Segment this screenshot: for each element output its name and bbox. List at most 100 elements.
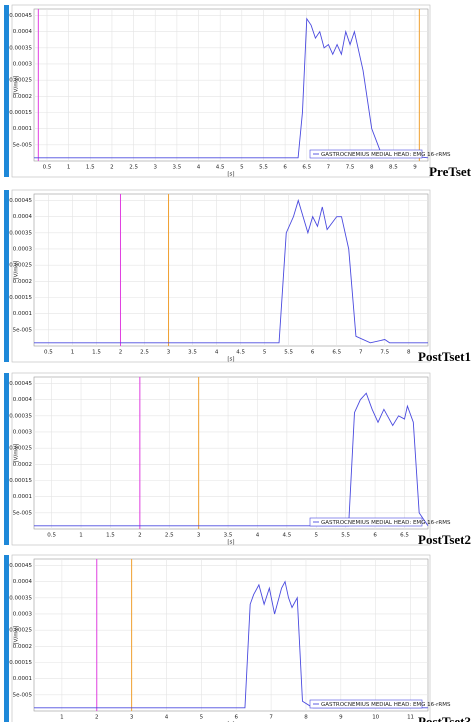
y-tick-label: 0.00025 xyxy=(9,78,32,84)
x-tick-label: 7.5 xyxy=(346,165,355,171)
y-tick-label: 0.0003 xyxy=(13,611,33,617)
y-tick-label: 0.0003 xyxy=(13,61,33,67)
plot-area xyxy=(33,376,429,530)
x-tick-label: 5.5 xyxy=(341,533,350,539)
chart-panel: 5e-005 0.0001 0.00015 0.0002 0.00025 0.0003 0.… xyxy=(4,372,471,547)
x-tick-label: 3 xyxy=(130,715,134,721)
y-tick-label: 0.0004 xyxy=(13,214,33,220)
x-tick-label: 3.5 xyxy=(188,350,197,356)
plot-frame xyxy=(11,189,431,363)
x-tick-label: 0.5 xyxy=(44,350,53,356)
y-tick-label: 0.00035 xyxy=(9,413,32,419)
x-tick-label: 4 xyxy=(197,165,201,171)
y-tick-label: 0.00015 xyxy=(9,295,32,301)
x-tick-label: 5.5 xyxy=(284,350,293,356)
legend-label: GASTROCNEMIUS MEDIAL HEAD: EMG 16-rRMS xyxy=(321,152,451,158)
side-bar xyxy=(4,373,9,545)
plot-area xyxy=(33,8,429,162)
y-tick-label: 0.00035 xyxy=(9,230,32,236)
y-tick-label: 0.00025 xyxy=(9,263,32,269)
y-tick-label: 0.00015 xyxy=(9,660,32,666)
x-tick-label: 6.5 xyxy=(302,165,311,171)
y-tick-label: 0.0002 xyxy=(13,644,32,650)
x-tick-label: 2.5 xyxy=(165,533,174,539)
panel-caption: PreTset xyxy=(429,164,472,179)
x-tick-label: 4.5 xyxy=(216,165,225,171)
x-axis-label: [s] xyxy=(227,172,234,178)
y-tick-label: 0.0001 xyxy=(13,494,32,500)
x-tick-label: 2 xyxy=(95,715,99,721)
y-tick-label: 0.0003 xyxy=(13,429,33,435)
legend-label: GASTROCNEMIUS MEDIAL HEAD: EMG 16-rRMS xyxy=(321,520,451,526)
y-tick-label: 0.0002 xyxy=(13,462,32,468)
plot-area xyxy=(33,558,429,712)
data-line xyxy=(34,17,429,159)
legend-label: GASTROCNEMIUS MEDIAL HEAD: EMG 16-rRMS xyxy=(321,702,451,708)
x-tick-label: 6 xyxy=(234,715,238,721)
x-tick-label: 2.5 xyxy=(140,350,149,356)
x-tick-label: 1 xyxy=(79,533,83,539)
x-tick-label: 7 xyxy=(359,350,363,356)
x-tick-label: 5 xyxy=(315,533,319,539)
chart-panel: 5e-005 0.0001 0.00015 0.0002 0.00025 0.0003 0.… xyxy=(4,189,471,364)
plot-area xyxy=(33,193,429,347)
side-bar xyxy=(4,190,9,362)
x-tick-label: 9 xyxy=(339,715,343,721)
legend-box xyxy=(309,517,423,527)
x-tick-label: 6 xyxy=(373,533,377,539)
x-tick-label: 3.5 xyxy=(173,165,182,171)
x-tick-label: 2.5 xyxy=(129,165,138,171)
x-tick-label: 10 xyxy=(372,715,379,721)
chart-panel: 5e-005 0.0001 0.00015 0.0002 0.00025 0.0003 0.… xyxy=(4,4,472,179)
plot-frame xyxy=(11,372,431,546)
x-axis-label: [s] xyxy=(227,540,234,546)
y-tick-label: 0.00045 xyxy=(9,13,32,19)
side-bar xyxy=(4,555,9,722)
x-tick-label: 1 xyxy=(60,715,64,721)
y-tick-label: 0.00035 xyxy=(9,595,32,601)
x-tick-label: 0.5 xyxy=(47,533,56,539)
y-tick-label: 0.0002 xyxy=(13,94,32,100)
x-tick-label: 4.5 xyxy=(236,350,245,356)
y-tick-label: 0.0002 xyxy=(13,279,32,285)
panel-caption: PostTset1 xyxy=(418,349,471,364)
x-tick-label: 4 xyxy=(165,715,169,721)
side-bar xyxy=(4,5,9,177)
y-tick-label: 0.00045 xyxy=(9,198,32,204)
y-tick-label: 0.00045 xyxy=(9,381,32,387)
y-tick-label: 0.0004 xyxy=(13,29,33,35)
y-axis-label: [V/mV] xyxy=(14,625,20,644)
x-tick-label: 9 xyxy=(413,165,417,171)
x-tick-label: 2 xyxy=(119,350,123,356)
x-tick-label: 2 xyxy=(110,165,114,171)
data-line xyxy=(34,580,428,709)
x-tick-label: 5.5 xyxy=(259,165,268,171)
x-tick-label: 7 xyxy=(327,165,331,171)
x-tick-label: 1.5 xyxy=(86,165,95,171)
x-tick-label: 4 xyxy=(256,533,260,539)
x-tick-label: 6 xyxy=(283,165,287,171)
x-tick-label: 6 xyxy=(311,350,315,356)
y-tick-label: 0.0004 xyxy=(13,579,33,585)
x-tick-label: 5 xyxy=(200,715,204,721)
x-tick-label: 6.5 xyxy=(400,533,409,539)
panel-caption: PostTset2 xyxy=(418,532,471,547)
plot-frame xyxy=(11,4,431,178)
y-tick-label: 5e-005 xyxy=(13,510,33,516)
y-tick-label: 0.0001 xyxy=(13,126,32,132)
x-axis-label: [s] xyxy=(227,357,234,363)
x-tick-label: 11 xyxy=(407,715,414,721)
x-tick-label: 1.5 xyxy=(106,533,115,539)
x-tick-label: 6.5 xyxy=(332,350,341,356)
y-tick-label: 0.00015 xyxy=(9,478,32,484)
x-tick-label: 4.5 xyxy=(282,533,291,539)
y-tick-label: 5e-005 xyxy=(13,692,33,698)
y-axis-label: [V/mV] xyxy=(14,75,20,94)
y-tick-label: 5e-005 xyxy=(13,327,33,333)
x-tick-label: 5 xyxy=(263,350,267,356)
chart-panel: 5e-005 0.0001 0.00015 0.0002 0.00025 0.0003 0.… xyxy=(4,554,471,722)
x-tick-label: 3 xyxy=(153,165,157,171)
x-tick-label: 7.5 xyxy=(380,350,389,356)
y-tick-label: 0.00025 xyxy=(9,446,32,452)
